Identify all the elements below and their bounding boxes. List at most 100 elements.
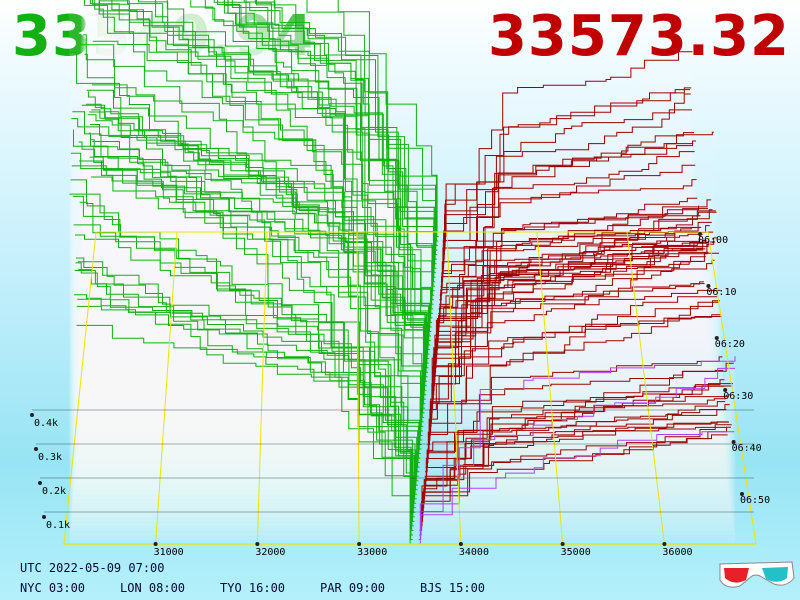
- bid-depth-line: [75, 257, 419, 477]
- bid-depth-fill: [75, 262, 419, 481]
- bid-depth-fill: [93, 0, 434, 305]
- ask-depth-fill: [441, 165, 696, 269]
- ask-depth-line: [421, 426, 731, 513]
- ask-depth-fill: [440, 205, 699, 291]
- price-tick-label: 36000: [662, 547, 692, 558]
- ask-depth-line: [423, 421, 729, 495]
- ask-depth-line: [442, 151, 695, 265]
- ask-depth-fill: [430, 210, 716, 409]
- size-tick-dot: [30, 413, 34, 417]
- price-tick-dot: [357, 542, 362, 546]
- time-tick-label: 06:40: [732, 443, 762, 454]
- ask-depth-line: [418, 367, 735, 540]
- bid-depth-line: [76, 324, 420, 473]
- price-gridline: [256, 231, 268, 545]
- price-tick-label: 32000: [255, 547, 285, 558]
- bid-depth-fill: [87, 114, 430, 359]
- ask-depth-line: [441, 179, 697, 278]
- bid-depth-line: [70, 179, 414, 531]
- price-tick-label: 31000: [154, 547, 184, 558]
- ask-depth-fill: [442, 132, 694, 260]
- ask-depth-line: [438, 261, 702, 314]
- ask-depth-fill: [428, 253, 720, 431]
- ask-price: 33573.32: [487, 4, 790, 69]
- time-tick-dot: [731, 440, 736, 444]
- time-tick-label: 06:20: [715, 339, 745, 350]
- price-tick-label: 33000: [357, 547, 387, 558]
- bid-depth-line: [213, 0, 436, 274]
- bid-depth-line: [254, 0, 437, 260]
- ask-depth-line: [441, 164, 696, 269]
- ask-depth-line: [442, 132, 694, 260]
- ask-depth-line: [429, 237, 718, 423]
- ask-depth-line: [420, 383, 733, 527]
- ask-depth-fill: [432, 232, 714, 391]
- bid-depth-fill: [88, 133, 430, 350]
- depth-fills: [69, 0, 736, 544]
- ask-depth-fill: [423, 434, 728, 490]
- bid-depth-line: [75, 234, 418, 486]
- ask-depth-line: [422, 404, 730, 504]
- bid-depth-line: [83, 34, 426, 405]
- bid-depth-fill: [89, 157, 431, 341]
- ask-depth-fill: [443, 51, 693, 251]
- bid-depth-line: [100, 0, 439, 237]
- price-gridline: [626, 231, 665, 545]
- bid-depth-line: [70, 52, 413, 536]
- bid-depth-fill: [84, 0, 427, 395]
- ask-depth-line: [419, 431, 735, 536]
- timezone-tyo: TYO 16:00: [220, 581, 286, 595]
- time-tick-label: 06:00: [698, 235, 728, 246]
- bid-depth-line: [90, 176, 432, 328]
- size-tick-dot: [42, 515, 46, 519]
- price-gridline: [536, 231, 564, 545]
- price-gridline: [446, 231, 462, 545]
- ask-depth-fill: [426, 356, 723, 454]
- bid-depth-fill: [76, 325, 420, 472]
- ask-depth-fill: [436, 256, 706, 341]
- bid-depth-line: [227, 0, 434, 301]
- price-tick-label: 35000: [561, 547, 591, 558]
- ask-depth-line: [427, 289, 721, 441]
- ask-depth-fill: [429, 237, 718, 422]
- ask-depth-fill: [444, 89, 690, 232]
- timezone-nyc: NYC 03:00: [20, 581, 86, 595]
- time-tick-dot: [740, 492, 744, 496]
- ask-depth-line: [418, 356, 736, 545]
- bid-depth-line: [94, 0, 428, 373]
- bid-depth-line: [92, 40, 434, 310]
- ask-depth-line: [432, 231, 714, 391]
- bid-depth-fill: [81, 105, 425, 418]
- price-tick-dot: [153, 542, 158, 546]
- ask-depth-line: [424, 398, 726, 477]
- bid-depth-line: [98, 0, 424, 427]
- ask-depth-fill: [431, 242, 716, 404]
- ask-depth-fill: [430, 212, 717, 413]
- ask-depth-fill: [420, 424, 732, 517]
- axis-labels: 31000 32000 33000 34000 35000 36000 0.1k 0.2k 0.…: [30, 232, 770, 558]
- time-tick-dot: [714, 336, 719, 340]
- size-tick-label: 0.2k: [42, 486, 66, 497]
- bid-depth-line: [90, 124, 431, 337]
- bid-depth-fill: [76, 306, 420, 468]
- ask-depth-fill: [441, 179, 697, 278]
- bid-depth-line: [273, 0, 437, 269]
- bid-depth-line: [71, 165, 415, 518]
- bid-depth-fill: [90, 177, 432, 327]
- time-tick-dot: [723, 388, 728, 392]
- ask-depth-fill: [431, 132, 714, 395]
- 3d-glasses-icon[interactable]: [716, 558, 796, 594]
- ask-depth-line: [420, 424, 732, 518]
- bid-depth-fill: [85, 0, 427, 386]
- bid-depth-line: [74, 270, 418, 491]
- bid-depth-fill: [72, 111, 416, 513]
- ask-depth-line: [443, 51, 693, 251]
- ask-depth-fill: [433, 243, 711, 373]
- size-tick-dot: [38, 481, 42, 485]
- bid-depth-line: [166, 0, 424, 423]
- bid-depth-fill: [86, 0, 428, 373]
- price-gridline: [155, 231, 178, 545]
- bid-depth-line: [217, 0, 435, 292]
- bid-depth-line: [70, 152, 414, 527]
